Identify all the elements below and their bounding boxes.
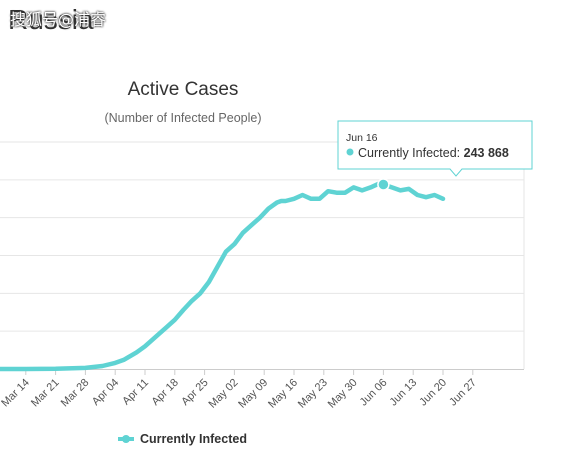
x-tick-label: May 02 bbox=[207, 377, 241, 411]
x-tick-label: May 09 bbox=[236, 377, 270, 411]
x-tick-label: Mar 28 bbox=[59, 377, 92, 410]
tooltip: Jun 16 Currently Infected: 243 868 bbox=[337, 120, 533, 177]
x-tick-label: Jun 27 bbox=[447, 377, 479, 409]
x-tick-label: Jun 06 bbox=[358, 377, 390, 409]
y-gridlines bbox=[0, 141, 525, 369]
x-tick-label: Apr 18 bbox=[150, 377, 181, 408]
x-tick-label: May 23 bbox=[296, 377, 330, 411]
series-line-currently-infected[interactable] bbox=[0, 181, 446, 372]
x-tick-label: May 16 bbox=[266, 377, 300, 411]
x-tick-label: Apr 25 bbox=[179, 377, 210, 408]
watermark: 搜狐号@浦睿 bbox=[10, 10, 107, 29]
tooltip-value: 243 868 bbox=[464, 146, 509, 160]
legend[interactable]: Currently Infected bbox=[118, 432, 247, 446]
tooltip-series-dot bbox=[346, 148, 354, 156]
tooltip-series-name: Currently Infected bbox=[358, 146, 457, 160]
legend-label: Currently Infected bbox=[140, 432, 247, 446]
x-tick-label: Jun 20 bbox=[417, 377, 449, 409]
tooltip-box bbox=[337, 120, 533, 177]
hovered-point-marker[interactable] bbox=[377, 178, 390, 191]
tooltip-date: Jun 16 bbox=[346, 132, 378, 144]
chart-subtitle: (Number of Infected People) bbox=[104, 111, 261, 125]
series-layer bbox=[0, 178, 446, 372]
chart-title: Active Cases bbox=[128, 79, 239, 100]
x-tick-label: 07 bbox=[0, 377, 2, 394]
x-tick-label: May 30 bbox=[326, 377, 360, 411]
tooltip-text: Currently Infected: 243 868 bbox=[358, 146, 509, 160]
x-tick-label: Jun 13 bbox=[387, 377, 419, 409]
x-tick-label: Mar 21 bbox=[29, 377, 62, 410]
x-tick-label: Apr 04 bbox=[90, 377, 121, 408]
x-tick-label: Apr 11 bbox=[120, 377, 151, 408]
page-heading: Russia bbox=[8, 4, 94, 35]
x-tick-label: Mar 14 bbox=[0, 377, 32, 410]
legend-marker bbox=[122, 435, 130, 443]
